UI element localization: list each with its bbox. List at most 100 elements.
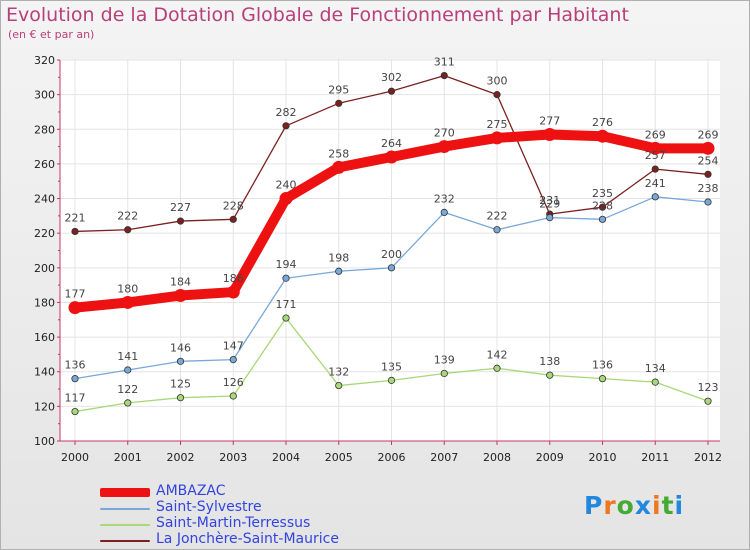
data-label: 269 (645, 128, 666, 141)
data-label: 269 (698, 128, 719, 141)
logo-letter: i (652, 491, 662, 520)
axes: 100 120 140 160 180 200 220 240 260 280 300 320 2000… (34, 54, 722, 464)
data-label: 177 (65, 288, 86, 301)
data-label: 180 (117, 282, 138, 295)
chart-subtitle: (en € et par an) (8, 28, 95, 41)
data-label: 302 (381, 71, 402, 84)
legend-label: AMBAZAC (156, 483, 226, 499)
data-label: 184 (170, 276, 191, 289)
data-label: 136 (592, 359, 613, 372)
data-point (651, 165, 659, 173)
x-tick-label: 2001 (114, 451, 142, 464)
data-point (493, 226, 501, 234)
data-label: 264 (381, 137, 402, 150)
legend-swatch (100, 508, 150, 510)
data-point (440, 71, 448, 80)
data-point (490, 131, 504, 145)
data-point (282, 122, 290, 130)
legend-swatch (100, 524, 150, 526)
data-label: 238 (698, 182, 719, 195)
data-label: 134 (645, 362, 666, 375)
proxiti-logo: Proxiti (584, 491, 684, 520)
y-tick-label: 100 (34, 435, 55, 448)
logo-letter: r (603, 491, 617, 520)
data-label: 147 (223, 340, 244, 353)
data-point (598, 215, 607, 223)
data-point (282, 274, 290, 282)
data-label: 117 (65, 392, 86, 405)
data-point (387, 87, 396, 95)
data-label: 258 (328, 147, 349, 160)
y-tick-label: 120 (34, 400, 55, 413)
data-point (71, 407, 79, 416)
data-label: 300 (487, 75, 508, 88)
y-tick-label: 300 (34, 89, 55, 102)
data-label: 132 (328, 366, 349, 379)
data-label: 228 (223, 199, 244, 212)
x-tick-label: 2005 (325, 451, 353, 464)
logo-letter: P (584, 491, 604, 520)
data-point (651, 193, 659, 201)
data-label: 198 (328, 251, 349, 264)
x-tick-label: 2000 (61, 451, 89, 464)
data-label: 194 (276, 258, 297, 271)
data-point (229, 356, 237, 364)
data-point (332, 160, 346, 174)
data-label: 139 (434, 353, 455, 366)
data-label: 232 (434, 192, 455, 205)
data-label: 222 (117, 210, 138, 223)
data-point (124, 399, 132, 407)
data-point (704, 198, 712, 206)
data-point (176, 394, 185, 402)
data-point (387, 264, 396, 272)
data-label: 231 (539, 194, 560, 207)
legend-label: La Jonchère-Saint-Maurice (156, 531, 339, 547)
data-point (704, 170, 712, 178)
data-point (596, 129, 609, 143)
data-point (282, 314, 290, 322)
x-tick-label: 2008 (483, 451, 511, 464)
data-label: 125 (170, 378, 191, 391)
y-tick-label: 140 (34, 366, 55, 379)
data-point (124, 226, 132, 234)
x-tick-label: 2002 (167, 451, 195, 464)
y-tick-label: 200 (34, 262, 55, 275)
data-point (543, 127, 557, 141)
data-point (226, 285, 240, 299)
y-tick-label: 180 (34, 296, 55, 309)
data-point (335, 267, 343, 275)
x-tick-label: 2012 (694, 451, 722, 464)
data-label: 126 (223, 376, 244, 389)
data-point (229, 215, 237, 223)
data-label: 222 (487, 210, 508, 223)
data-label: 221 (65, 211, 86, 224)
data-point (704, 397, 712, 405)
data-label: 227 (170, 201, 191, 214)
data-label: 136 (65, 359, 86, 372)
y-tick-label: 160 (34, 331, 55, 344)
data-label: 123 (698, 381, 719, 394)
legend-swatch (100, 540, 150, 542)
data-label: 122 (117, 383, 138, 396)
data-point (546, 371, 554, 379)
data-point (279, 192, 293, 206)
logo-letter: i (674, 491, 685, 520)
y-tick-label: 220 (34, 227, 55, 240)
data-label: 186 (223, 272, 244, 285)
x-tick-label: 2011 (641, 451, 669, 464)
data-label: 235 (592, 187, 613, 200)
legend-swatch (100, 488, 150, 497)
data-point (124, 366, 132, 374)
data-label: 241 (645, 177, 666, 190)
data-label: 240 (276, 179, 297, 192)
y-tick-label: 240 (34, 193, 55, 206)
data-point (440, 208, 448, 216)
data-point (493, 91, 501, 99)
data-point (701, 141, 715, 155)
data-label: 229 (539, 198, 560, 211)
chart-title: Evolution de la Dotation Globale de Fonc… (6, 4, 629, 26)
data-label: 141 (117, 350, 138, 363)
data-label: 254 (698, 154, 719, 167)
data-point (176, 357, 185, 365)
